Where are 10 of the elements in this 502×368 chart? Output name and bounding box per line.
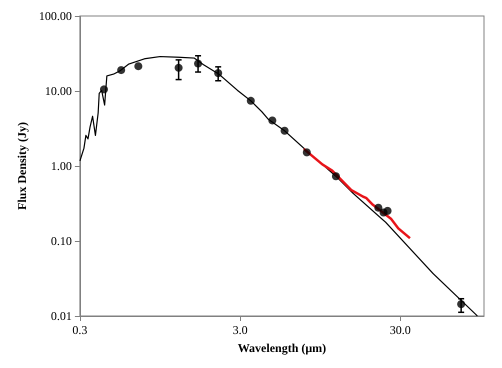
y-tick-label: 1.00 xyxy=(50,159,72,173)
y-axis-title: Flux Density (Jy) xyxy=(15,122,29,210)
x-axis-title: Wavelength (μm) xyxy=(238,341,326,355)
x-tick-label: 30.0 xyxy=(390,323,411,337)
y-tick-label: 100.00 xyxy=(38,9,72,23)
y-tick-label: 10.00 xyxy=(44,84,72,98)
x-tick-label: 3.0 xyxy=(232,323,248,337)
x-tick-label: 0.3 xyxy=(72,323,88,337)
y-tick-label: 0.10 xyxy=(50,234,72,248)
y-tick-label: 0.01 xyxy=(50,309,72,323)
